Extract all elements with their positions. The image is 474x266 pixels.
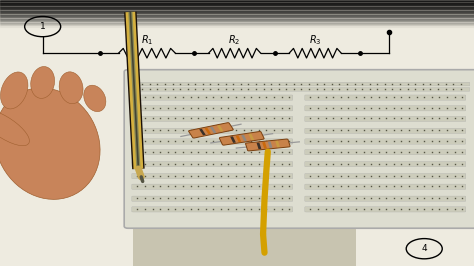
Bar [0, 1, 474, 3]
Bar [0, 0, 474, 1]
Bar [0, 24, 474, 25]
FancyBboxPatch shape [132, 149, 293, 155]
Text: 4: 4 [421, 244, 427, 253]
Text: $R_3$: $R_3$ [309, 33, 321, 47]
Bar [0, 13, 474, 15]
Bar [0, 20, 474, 21]
Bar [0, 0, 133, 266]
Bar [356, 213, 474, 266]
FancyBboxPatch shape [132, 161, 293, 167]
FancyBboxPatch shape [132, 88, 470, 91]
Ellipse shape [0, 72, 28, 109]
Bar [241, 135, 247, 141]
FancyBboxPatch shape [132, 82, 470, 86]
Bar [0, 16, 474, 17]
Ellipse shape [0, 88, 100, 199]
Bar [0, 9, 474, 11]
FancyBboxPatch shape [132, 106, 293, 111]
Ellipse shape [31, 66, 55, 98]
Bar [0, 17, 474, 19]
Bar [262, 142, 267, 149]
Bar [0, 19, 474, 20]
Bar [204, 128, 211, 134]
FancyBboxPatch shape [132, 128, 293, 134]
FancyBboxPatch shape [305, 173, 466, 179]
Bar [0, 5, 474, 7]
Ellipse shape [0, 110, 29, 146]
FancyBboxPatch shape [305, 207, 466, 212]
Bar [0, 12, 474, 13]
FancyBboxPatch shape [132, 207, 293, 212]
FancyBboxPatch shape [219, 131, 264, 145]
Bar [236, 135, 241, 142]
Bar [0, 8, 474, 9]
FancyBboxPatch shape [305, 161, 466, 167]
FancyBboxPatch shape [305, 116, 466, 122]
FancyBboxPatch shape [189, 123, 233, 138]
Bar [217, 125, 224, 132]
Bar [0, 7, 474, 8]
Bar [199, 129, 206, 135]
Bar [248, 134, 254, 140]
Text: 1: 1 [40, 22, 46, 31]
FancyBboxPatch shape [305, 95, 466, 100]
Bar [0, 11, 474, 12]
FancyBboxPatch shape [305, 139, 466, 144]
FancyBboxPatch shape [132, 184, 293, 189]
Bar [268, 142, 273, 148]
Bar [256, 143, 261, 149]
FancyBboxPatch shape [305, 196, 466, 201]
FancyBboxPatch shape [132, 196, 293, 201]
Ellipse shape [59, 72, 83, 104]
Bar [0, 0, 474, 106]
FancyBboxPatch shape [132, 173, 293, 179]
Bar [0, 15, 474, 16]
Text: $R_1$: $R_1$ [141, 33, 153, 47]
Text: $R_2$: $R_2$ [228, 33, 241, 47]
FancyBboxPatch shape [124, 70, 474, 228]
FancyBboxPatch shape [132, 95, 293, 100]
Bar [0, 21, 474, 23]
FancyBboxPatch shape [132, 116, 293, 122]
Bar [210, 127, 217, 133]
Bar [230, 136, 236, 143]
Bar [0, 23, 474, 24]
FancyBboxPatch shape [132, 139, 293, 144]
FancyBboxPatch shape [305, 128, 466, 134]
FancyBboxPatch shape [305, 184, 466, 189]
FancyBboxPatch shape [305, 106, 466, 111]
Bar [0, 3, 474, 4]
Ellipse shape [84, 85, 106, 112]
FancyBboxPatch shape [246, 139, 290, 151]
Bar [0, 4, 474, 5]
FancyBboxPatch shape [305, 149, 466, 155]
Bar [275, 141, 280, 147]
Bar [0, 25, 474, 27]
